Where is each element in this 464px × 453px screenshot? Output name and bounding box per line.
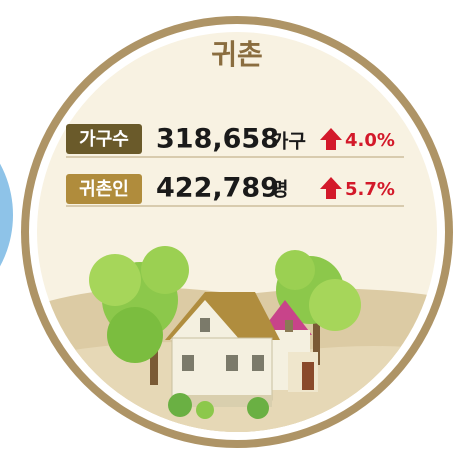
tree — [275, 250, 315, 290]
title: 귀촌 — [211, 38, 263, 71]
window — [226, 355, 238, 371]
window — [285, 320, 293, 332]
row-change: 5.7% — [345, 179, 395, 200]
window — [182, 355, 194, 371]
tree — [107, 307, 163, 363]
door — [302, 362, 314, 390]
row-value: 422,789 — [156, 173, 279, 204]
row-change: 4.0% — [345, 130, 395, 151]
tree — [89, 254, 141, 306]
bush — [196, 401, 214, 419]
row-unit: 명 — [271, 179, 288, 201]
window — [252, 355, 264, 371]
tree — [309, 279, 361, 331]
bush — [168, 393, 192, 417]
bush — [247, 397, 269, 419]
row-value: 318,658 — [156, 124, 279, 155]
side-circle — [0, 107, 13, 323]
row-label: 귀촌인 — [79, 179, 129, 200]
row-label: 가구수 — [79, 129, 129, 150]
row-unit: 가구 — [271, 131, 306, 153]
infographic: 귀촌 가구수 318,658 가구 4.0% 귀촌인 422,789 명 5.7… — [0, 0, 464, 453]
window — [200, 318, 210, 332]
tree — [141, 246, 189, 294]
